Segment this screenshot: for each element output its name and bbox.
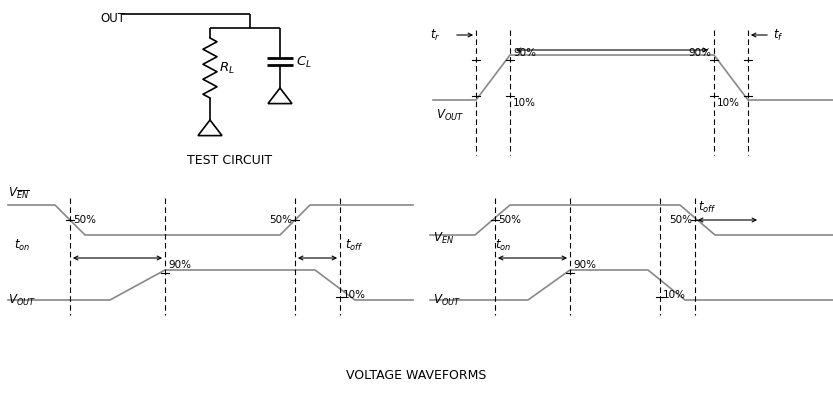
Text: $V_{OUT}$: $V_{OUT}$ — [433, 292, 461, 308]
Text: 90%: 90% — [513, 47, 536, 58]
Text: 50%: 50% — [498, 215, 521, 225]
Text: $V_{OUT}$: $V_{OUT}$ — [8, 292, 36, 308]
Text: 10%: 10% — [343, 290, 366, 300]
Text: $C_L$: $C_L$ — [296, 55, 312, 70]
Text: $V_{EN}$: $V_{EN}$ — [433, 230, 454, 246]
Text: 50%: 50% — [73, 215, 96, 225]
Text: $R_L$: $R_L$ — [219, 60, 235, 75]
Text: 10%: 10% — [717, 98, 740, 107]
Text: 10%: 10% — [663, 290, 686, 300]
Text: $t_r$: $t_r$ — [430, 27, 440, 43]
Text: OUT: OUT — [100, 12, 125, 25]
Text: $V_{\overline{EN}}$: $V_{\overline{EN}}$ — [8, 186, 29, 202]
Text: 50%: 50% — [669, 215, 692, 225]
Text: 10%: 10% — [513, 98, 536, 107]
Text: TEST CIRCUIT: TEST CIRCUIT — [187, 154, 272, 167]
Text: $t_{off}$: $t_{off}$ — [345, 238, 363, 253]
Text: $t_{on}$: $t_{on}$ — [14, 238, 30, 253]
Text: $t_{on}$: $t_{on}$ — [495, 238, 511, 253]
Text: 50%: 50% — [269, 215, 292, 225]
Text: 90%: 90% — [688, 47, 711, 58]
Text: $t_{off}$: $t_{off}$ — [698, 200, 716, 215]
Text: $V_{OUT}$: $V_{OUT}$ — [436, 107, 464, 122]
Text: VOLTAGE WAVEFORMS: VOLTAGE WAVEFORMS — [346, 369, 486, 382]
Text: 90%: 90% — [168, 260, 191, 270]
Text: $t_f$: $t_f$ — [773, 27, 784, 43]
Text: 90%: 90% — [573, 260, 596, 270]
